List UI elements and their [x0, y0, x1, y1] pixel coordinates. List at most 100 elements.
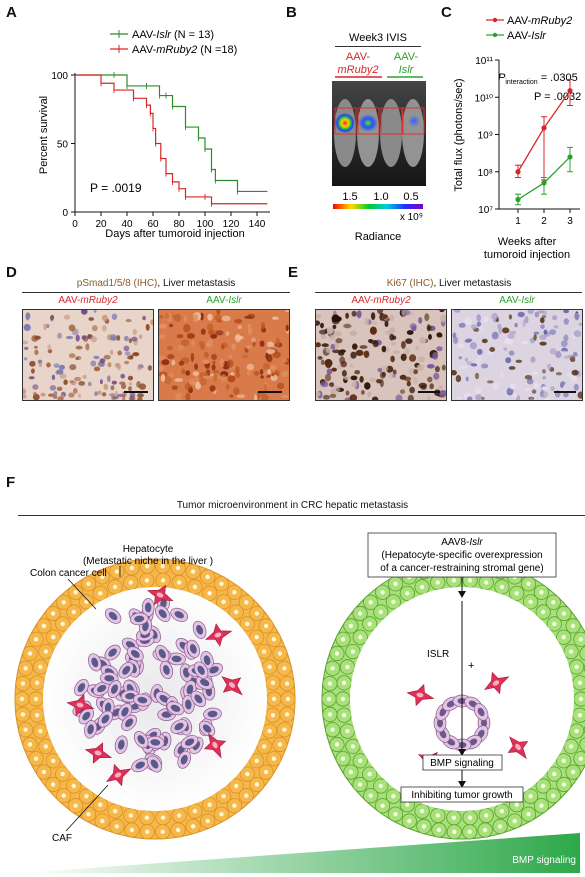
- hepatocyte-nucleus: [19, 696, 25, 702]
- ihc-nucleus: [507, 333, 515, 339]
- ihc-nucleus: [406, 330, 414, 335]
- ihc-nucleus: [110, 334, 117, 341]
- ihc-nucleus: [132, 352, 140, 357]
- ihc-nucleus: [132, 329, 137, 336]
- ihc-nucleus: [547, 363, 552, 370]
- ihc-nucleus: [332, 324, 337, 329]
- ihc-nucleus: [380, 314, 388, 320]
- ihc-nucleus: [426, 324, 431, 332]
- schematic-title: Tumor microenvironment in CRC hepatic me…: [176, 500, 409, 511]
- colon-cancer-cell-label: Colon cancer cell: [30, 568, 107, 579]
- hepatocyte-nucleus: [145, 829, 150, 834]
- cancer-cell-nucleus: [170, 704, 181, 712]
- ivis-signal-3: [408, 115, 420, 127]
- ihc-nucleus: [207, 313, 213, 321]
- psmad-islr-image: [158, 309, 290, 401]
- ihc-nucleus: [335, 338, 343, 344]
- cancer-cell-nucleus: [186, 684, 194, 695]
- hepatocyte-nucleus: [568, 649, 574, 654]
- ihc-nucleus: [392, 350, 400, 354]
- ihc-nucleus: [213, 373, 218, 382]
- ihc-nucleus: [209, 385, 216, 392]
- ihc-nucleus: [329, 393, 337, 398]
- ihc-nucleus: [476, 314, 481, 322]
- ihc-nucleus: [470, 324, 477, 330]
- ihc-nucleus: [330, 389, 335, 394]
- hepatocyte-nucleus: [435, 813, 440, 818]
- hepatocyte-nucleus: [277, 742, 283, 747]
- ihc-nucleus: [364, 317, 370, 326]
- ihc-nucleus: [438, 385, 443, 390]
- ihc-nucleus: [53, 391, 58, 397]
- cancer-cell-nucleus: [197, 665, 205, 675]
- ihc-nucleus: [560, 350, 568, 355]
- ihc-nucleus: [194, 363, 198, 370]
- cancer-cell-nucleus: [125, 692, 136, 700]
- hepatocyte-nucleus: [205, 574, 210, 580]
- ihc-nucleus: [540, 324, 545, 329]
- cancer-cell-nucleus: [110, 684, 119, 694]
- ihc-nucleus: [429, 383, 434, 390]
- hepatocyte-nucleus: [561, 758, 566, 763]
- ihc-nucleus: [427, 376, 433, 383]
- ihc-nucleus: [32, 384, 39, 390]
- hepatocyte-nucleus: [244, 793, 249, 798]
- hepatocyte-nucleus: [177, 813, 182, 818]
- hepatocyte-nucleus: [341, 680, 347, 685]
- ihc-nucleus: [350, 351, 357, 359]
- ihc-nucleus: [231, 343, 236, 351]
- ihc-nucleus: [534, 311, 540, 318]
- ihc-nucleus: [436, 332, 443, 338]
- psmad-scalebar-2: [258, 391, 282, 393]
- ihc-nucleus: [47, 344, 52, 351]
- ihc-nucleus: [369, 326, 377, 335]
- hepatocyte-nucleus: [340, 756, 346, 761]
- ihc-nucleus: [216, 310, 221, 315]
- ihc-nucleus: [320, 322, 324, 329]
- ihc-nucleus: [227, 375, 236, 383]
- hepatocyte-nucleus: [499, 584, 505, 590]
- ihc-nucleus: [90, 360, 97, 367]
- ihc-nucleus: [190, 352, 195, 362]
- panel-letter-b: B: [286, 4, 297, 21]
- ihc-nucleus: [539, 341, 547, 346]
- ihc-nucleus: [107, 362, 112, 368]
- ihc-nucleus: [283, 358, 288, 363]
- ihc-nucleus: [52, 395, 58, 399]
- ihc-nucleus: [247, 327, 253, 335]
- hepatocyte-nucleus: [112, 584, 118, 590]
- ihc-nucleus: [176, 334, 184, 339]
- psmad-title: pSmad1/5/8 (IHC), Liver metastasis: [76, 278, 236, 289]
- ihc-nucleus: [59, 373, 67, 379]
- psmad-scalebar-1: [124, 391, 148, 393]
- hepatocyte-nucleus: [514, 802, 519, 807]
- flux-point-mruby2: [541, 125, 547, 131]
- ki67-scalebar-2: [554, 391, 576, 393]
- ihc-nucleus: [241, 354, 249, 359]
- hepatocyte-nucleus: [340, 696, 346, 702]
- ihc-nucleus: [101, 392, 107, 397]
- ihc-nucleus: [281, 370, 289, 377]
- ihc-nucleus: [254, 394, 258, 400]
- hepatocyte-nucleus: [98, 802, 103, 807]
- ivis-panel: Week3 IVIS AAV- mRuby2 AAV- Islr 1.5 1: [332, 32, 426, 243]
- ihc-nucleus: [198, 340, 204, 348]
- ihc-nucleus: [502, 327, 510, 334]
- hepatocyte-nucleus: [61, 793, 66, 798]
- ihc-nucleus: [321, 343, 329, 348]
- ihc-nucleus: [259, 369, 264, 375]
- ihc-nucleus: [221, 344, 225, 350]
- ihc-nucleus: [390, 341, 397, 346]
- hepatocyte-nucleus: [71, 783, 77, 789]
- ihc-nucleus: [524, 316, 529, 324]
- ihc-nucleus: [93, 355, 100, 360]
- ihc-nucleus: [492, 382, 500, 390]
- ihc-nucleus: [68, 392, 75, 398]
- ihc-nucleus: [137, 393, 144, 398]
- ihc-nucleus: [171, 385, 178, 390]
- hepatocyte-nucleus: [192, 584, 198, 590]
- cancer-cell-nucleus: [437, 718, 443, 728]
- ihc-nucleus: [49, 385, 57, 391]
- ihc-nucleus: [351, 381, 357, 388]
- hepatocyte-nucleus: [327, 681, 333, 686]
